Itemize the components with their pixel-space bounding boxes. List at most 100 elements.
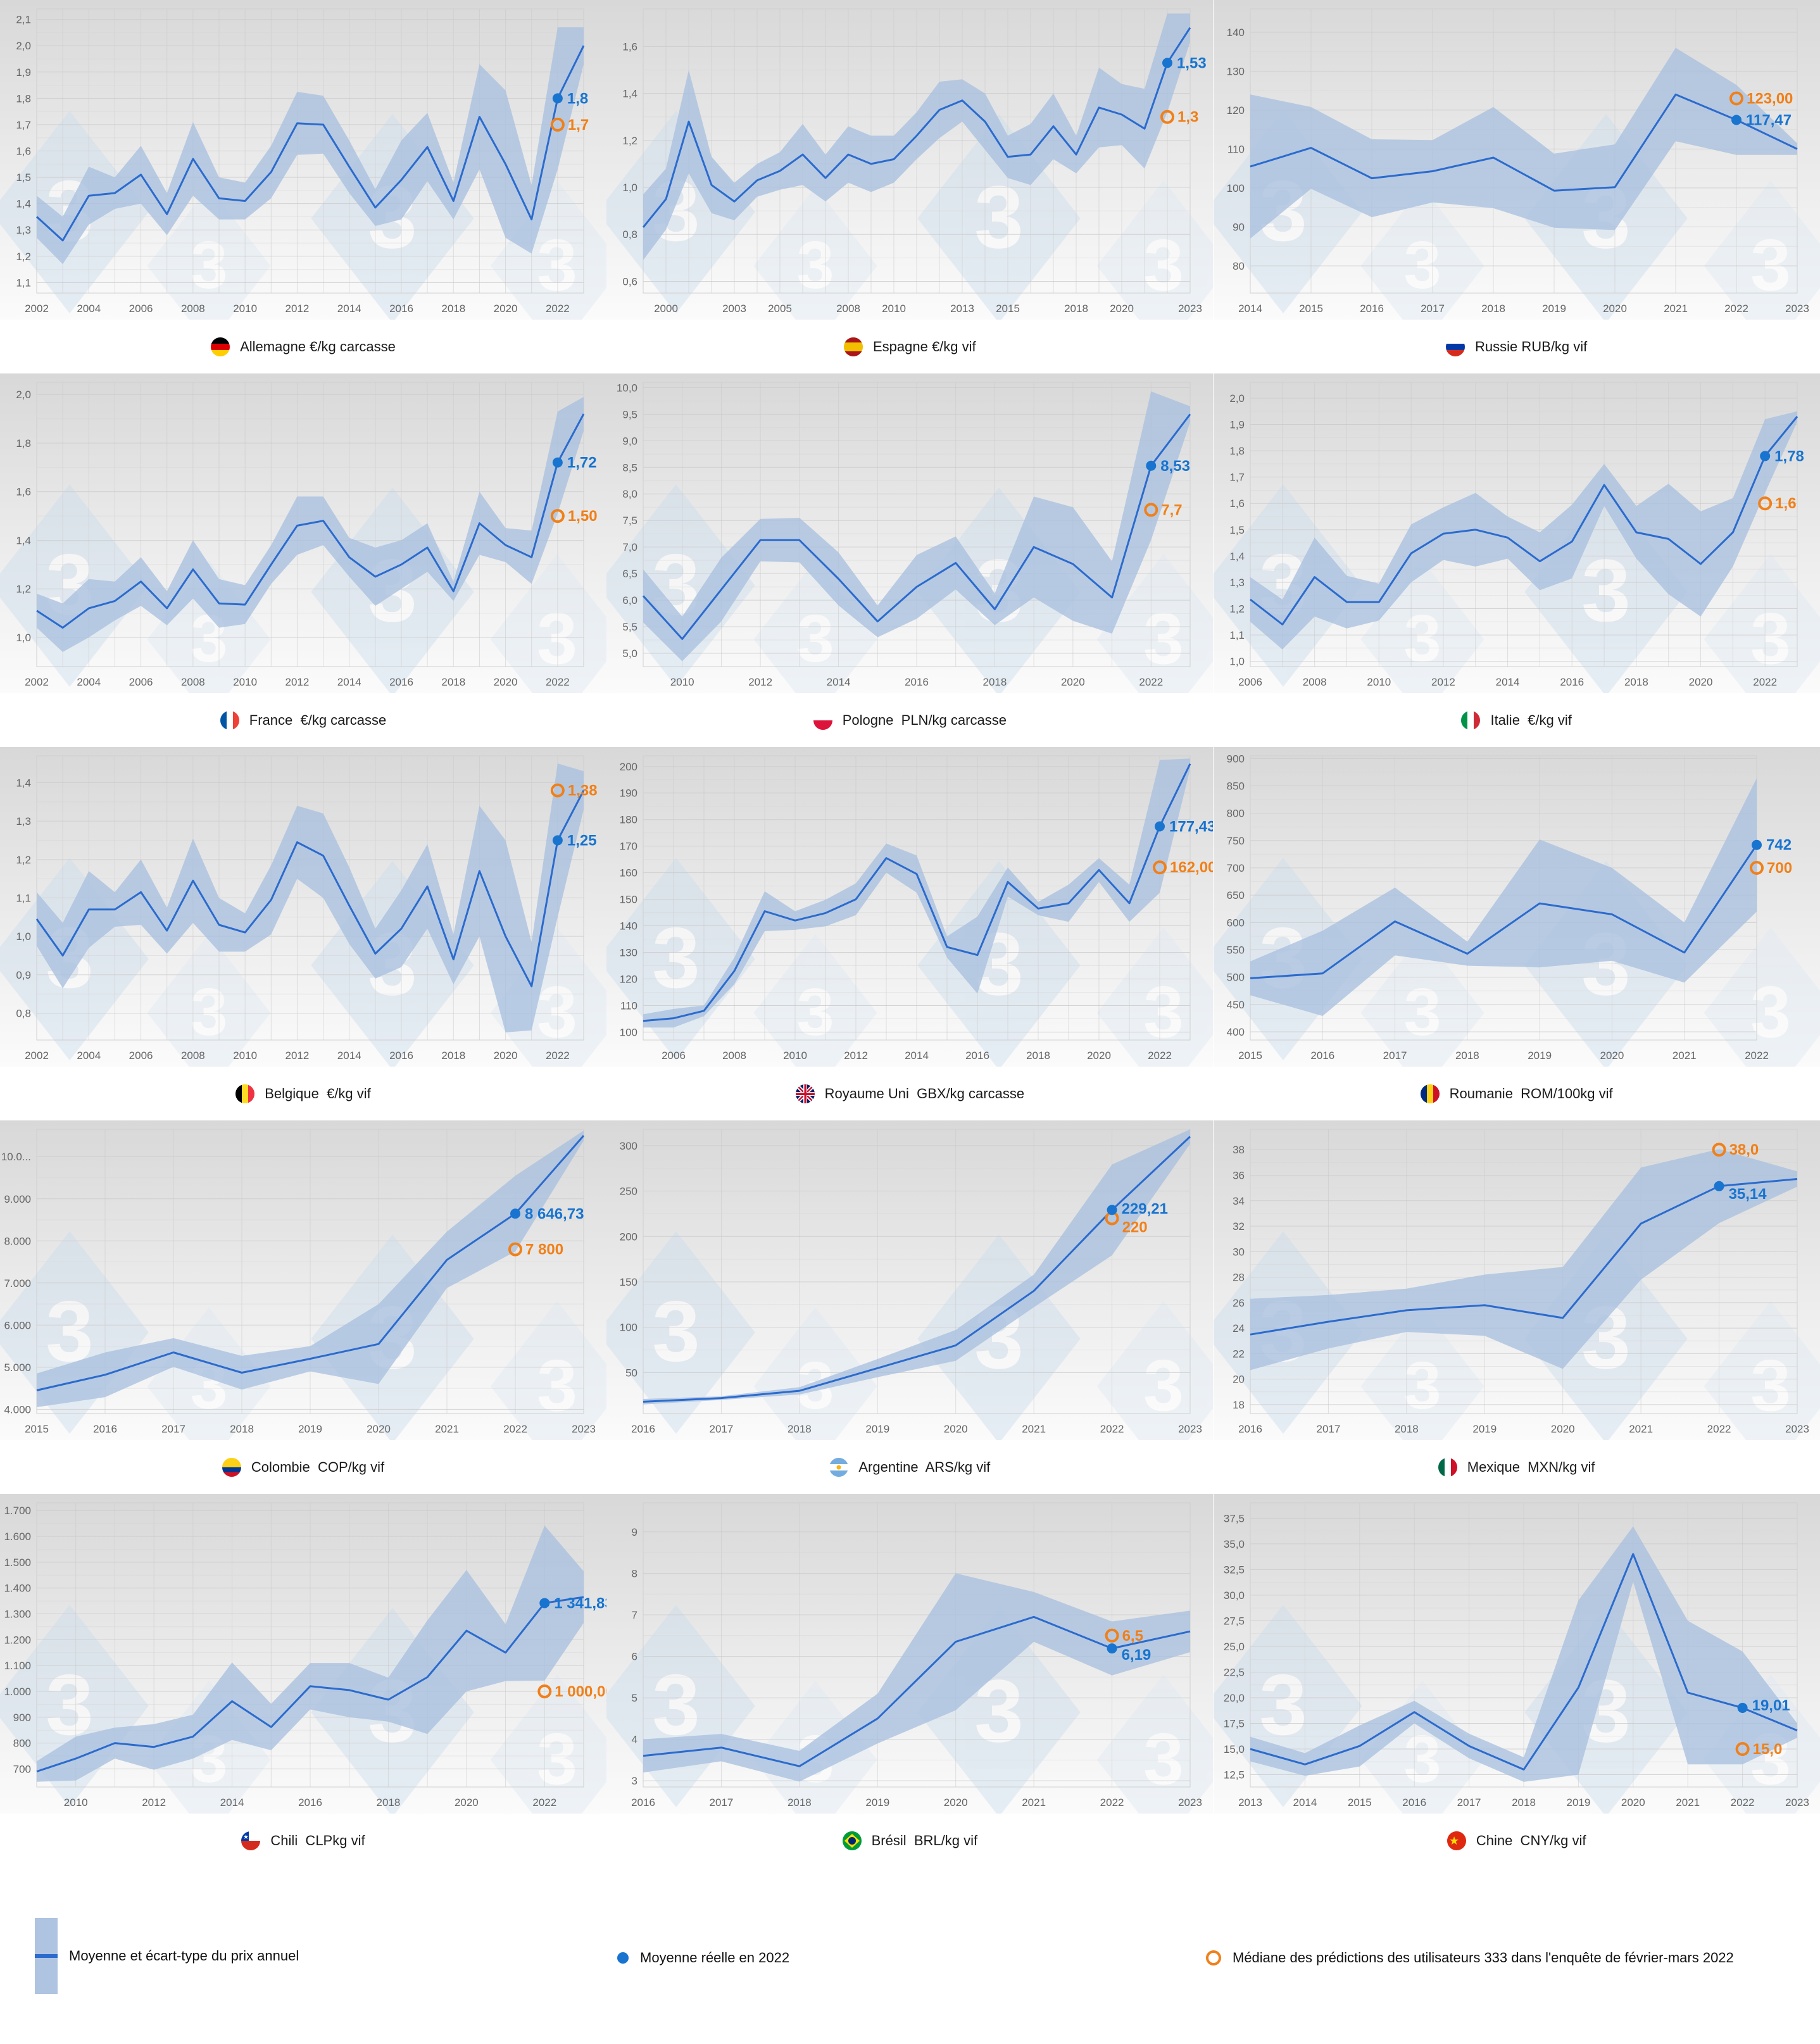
ru-flag-icon [1446, 337, 1465, 356]
y-tick-label: 1,5 [16, 172, 31, 184]
y-tick-label: 36 [1233, 1169, 1245, 1181]
actual-value-label: 6,19 [1122, 1646, 1152, 1664]
x-tick-label: 2018 [1064, 303, 1088, 315]
chart-caption: Espagne €/kg vif [606, 320, 1214, 373]
chart-card-allemagne: 33331,11,21,31,41,51,61,71,81,92,02,1200… [0, 0, 606, 373]
legend-item-prediction: Médiane des prédictions des utilisateurs… [1206, 1950, 1734, 1966]
std-band-area [37, 1131, 584, 1407]
y-tick-label: 1,7 [1229, 472, 1245, 484]
y-tick-label: 1,8 [16, 92, 31, 104]
chart-card-france: 33331,01,21,41,61,82,0200220042006200820… [0, 373, 606, 747]
y-tick-label: 1.400 [4, 1583, 31, 1595]
x-tick-label: 2016 [631, 1796, 655, 1809]
x-tick-label: 2018 [788, 1796, 812, 1809]
x-tick-label: 2018 [441, 1050, 465, 1062]
y-tick-label: 140 [620, 920, 637, 932]
chart-caption: Royaume Uni GBX/kg carcasse [606, 1067, 1214, 1120]
x-tick-label: 2018 [1624, 676, 1648, 688]
chart-caption: Brésil BRL/kg vif [606, 1814, 1214, 1867]
ro-flag-icon [1420, 1084, 1440, 1103]
x-tick-label: 2013 [1238, 1796, 1262, 1809]
prediction-value-label: 1,6 [1775, 495, 1796, 512]
mean-price-line [643, 1615, 1191, 1767]
x-tick-label: 2008 [181, 303, 205, 315]
gb-flag-icon [795, 1084, 815, 1103]
chart-card-argentine: 3333501001502002503002016201720182019202… [606, 1120, 1214, 1494]
y-tick-label: 18 [1233, 1399, 1245, 1411]
gridlines [643, 755, 1191, 1041]
x-tick-label: 2014 [220, 1796, 244, 1809]
x-tick-label: 2018 [1455, 1050, 1479, 1062]
mean-price-line [36, 1596, 584, 1772]
mean-price-line [35, 789, 585, 988]
svg-text:★: ★ [1449, 1834, 1459, 1847]
svg-text:3: 3 [653, 1283, 701, 1379]
x-tick-label: 2010 [233, 1050, 257, 1062]
mean-price-line [1250, 1178, 1797, 1336]
x-tick-label: 2019 [1528, 1050, 1552, 1062]
y-tick-label: 30,0 [1224, 1589, 1245, 1602]
x-tick-label: 2021 [435, 1423, 459, 1435]
y-tick-label: 900 [13, 1712, 31, 1724]
prediction-value-label: 700 [1767, 860, 1792, 877]
svg-text:3: 3 [1403, 227, 1441, 303]
x-tick-label: 2015 [25, 1423, 49, 1435]
chart-label: Allemagne €/kg carcasse [240, 338, 396, 354]
prediction-value-label: 1,50 [568, 508, 598, 525]
x-tick-label: 2010 [783, 1050, 807, 1062]
chart-label: Italie €/kg vif [1490, 712, 1572, 728]
y-tick-label: 6,5 [623, 568, 638, 580]
x-tick-label: 2022 [1753, 676, 1777, 688]
price-chart-svg: 33330,80,91,01,11,21,31,4200220042006200… [0, 747, 606, 1067]
y-tick-label: 110 [620, 1000, 637, 1012]
y-tick-label: 650 [1226, 889, 1244, 901]
prediction-marker [550, 783, 565, 798]
svg-text:3: 3 [1750, 598, 1791, 679]
x-tick-label: 2014 [1293, 1796, 1317, 1809]
legend-band-label: Moyenne et écart-type du prix annuel [69, 1948, 299, 1964]
x-tick-label: 2015 [1348, 1796, 1372, 1809]
x-tick-label: 2016 [631, 1423, 655, 1435]
std-band-area [37, 397, 584, 652]
chart-card-belgique: 33330,80,91,01,11,21,31,4200220042006200… [0, 747, 606, 1120]
y-tick-label: 300 [620, 1140, 637, 1152]
chart-label: Mexique MXN/kg vif [1467, 1458, 1595, 1475]
x-tick-label: 2012 [286, 676, 310, 688]
y-tick-label: 750 [1226, 835, 1244, 847]
y-tick-label: 1,4 [16, 777, 31, 789]
x-tick-label: 2017 [710, 1423, 734, 1435]
x-tick-label: 2016 [298, 1796, 322, 1809]
actual-marker [552, 457, 563, 468]
chart-caption: ★ Chine CNY/kg vif [1213, 1814, 1820, 1867]
chart-label: Russie RUB/kg vif [1475, 338, 1588, 354]
chart-label: Royaume Uni GBX/kg carcasse [824, 1085, 1025, 1101]
x-tick-label: 2022 [1100, 1796, 1124, 1809]
prediction-value-label: 38,0 [1729, 1141, 1759, 1158]
chart-card-roumanie: 3333400450500550600650700750800850900201… [1213, 747, 1820, 1120]
price-chart-svg: 33334.0005.0006.0007.0008.0009.00010.0..… [0, 1120, 606, 1440]
price-chart-svg: 33337008009001.0001.1001.2001.3001.4001.… [0, 1494, 606, 1814]
prediction-marker [1153, 860, 1167, 875]
legend-item-actual: Moyenne réelle en 2022 [617, 1950, 789, 1966]
svg-text:3: 3 [797, 227, 834, 303]
y-tick-label: 2,0 [16, 40, 31, 52]
y-tick-label: 450 [1226, 999, 1244, 1011]
chart-card-italie: 3 3 3 3 1,0 1,1 1,2 1,3 1,4 1,5 1,6 1,7 1,8 1,9 2,0 200… [1213, 373, 1820, 747]
svg-text:3: 3 [1750, 1345, 1791, 1426]
svg-text:3: 3 [537, 1719, 577, 1800]
y-tick-label: 1,3 [16, 815, 31, 827]
x-tick-label: 2023 [1178, 1796, 1202, 1809]
gridlines [36, 1129, 584, 1414]
y-tick-label: 17,5 [1224, 1718, 1245, 1730]
y-tick-label: 20 [1233, 1374, 1245, 1386]
y-tick-label: 4.000 [4, 1403, 31, 1415]
price-chart-svg: 3333400450500550600650700750800850900201… [1213, 747, 1820, 1067]
y-tick-label: 5.000 [4, 1362, 31, 1374]
std-band-area [643, 391, 1191, 661]
x-tick-label: 2016 [1560, 676, 1584, 688]
x-tick-label: 2020 [944, 1423, 968, 1435]
y-tick-label: 1,0 [16, 931, 31, 943]
x-tick-label: 2017 [1421, 303, 1445, 315]
actual-value-label: 35,14 [1728, 1186, 1767, 1203]
mean-price-line [643, 413, 1191, 640]
